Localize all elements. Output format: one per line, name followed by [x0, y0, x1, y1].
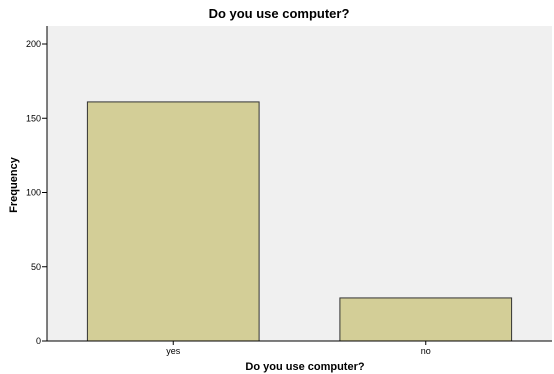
- y-tick-label: 150: [26, 113, 41, 123]
- chart-title: Do you use computer?: [209, 6, 350, 21]
- x-tick-label-no: no: [421, 346, 431, 356]
- y-tick-label: 100: [26, 188, 41, 198]
- x-tick-label-yes: yes: [166, 346, 181, 356]
- bar-no: [339, 297, 513, 342]
- y-tick-label: 200: [26, 39, 41, 49]
- bar-yes: [86, 101, 260, 342]
- y-tick-label: 50: [31, 262, 41, 272]
- y-axis-ticks: 0 50 100 150 200: [26, 39, 47, 346]
- x-axis-label: Do you use computer?: [245, 361, 364, 373]
- x-axis-ticks: yes no: [166, 341, 431, 356]
- y-axis-label: Frequency: [8, 156, 20, 213]
- bars-group: [86, 101, 513, 342]
- y-tick-label: 0: [36, 336, 41, 346]
